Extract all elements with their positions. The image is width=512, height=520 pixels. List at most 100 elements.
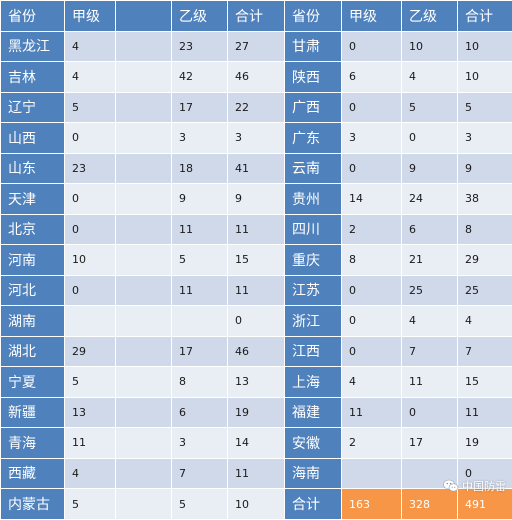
header-province-right: 省份 — [284, 0, 342, 32]
header-class-a-left: 甲级 — [64, 0, 116, 32]
value-cell: 2 — [341, 213, 402, 246]
value-cell: 5 — [171, 244, 228, 276]
value-cell: 38 — [457, 183, 512, 215]
table-row: 青海 11 3 14 安徽 2 17 19 — [0, 427, 512, 459]
value-cell: 0 — [341, 30, 402, 63]
header-class-a-right: 甲级 — [341, 0, 402, 32]
value-cell: 4 — [401, 305, 458, 337]
value-cell — [401, 457, 458, 490]
province-cell: 内蒙古 — [0, 488, 65, 520]
table-row: 内蒙古 5 5 10 合计 163 328 491 — [0, 488, 512, 520]
value-cell: 8 — [457, 213, 512, 246]
province-cell: 辽宁 — [0, 91, 65, 124]
province-cell: 北京 — [0, 213, 65, 246]
province-cell: 福建 — [284, 396, 342, 429]
value-cell: 29 — [64, 335, 116, 368]
wechat-icon — [443, 479, 459, 492]
value-cell: 3 — [341, 122, 402, 154]
value-cell: 2 — [341, 427, 402, 459]
province-cell: 合计 — [284, 488, 342, 520]
value-cell: 7 — [457, 335, 512, 368]
value-cell: 27 — [227, 30, 285, 63]
table-row: 湖南 0 浙江 0 4 4 — [0, 305, 512, 337]
province-cell: 天津 — [0, 183, 65, 215]
blank-cell — [115, 427, 172, 459]
value-cell — [64, 305, 116, 337]
value-cell: 42 — [171, 61, 228, 93]
value-cell: 46 — [227, 61, 285, 93]
value-cell: 9 — [171, 183, 228, 215]
value-cell: 4 — [401, 61, 458, 93]
table-row: 山东 23 18 41 云南 0 9 9 — [0, 152, 512, 185]
value-cell: 11 — [401, 366, 458, 398]
province-cell: 山西 — [0, 122, 65, 154]
value-cell: 9 — [457, 152, 512, 185]
blank-cell — [115, 91, 172, 124]
province-cell: 广东 — [284, 122, 342, 154]
province-cell: 甘肃 — [284, 30, 342, 63]
watermark: 中国防雷 — [443, 478, 506, 494]
value-cell: 17 — [401, 427, 458, 459]
value-cell: 11 — [227, 457, 285, 490]
table-row: 湖北 29 17 46 江西 0 7 7 — [0, 335, 512, 368]
province-cell: 河南 — [0, 244, 65, 276]
value-cell: 6 — [401, 213, 458, 246]
value-cell: 23 — [64, 152, 116, 185]
value-cell: 0 — [341, 152, 402, 185]
value-cell: 15 — [227, 244, 285, 276]
value-cell: 11 — [341, 396, 402, 429]
value-cell: 0 — [401, 122, 458, 154]
value-cell: 11 — [457, 396, 512, 429]
table-row: 河北 0 11 11 江苏 0 25 25 — [0, 274, 512, 307]
blank-cell — [115, 61, 172, 93]
value-cell: 3 — [171, 122, 228, 154]
province-cell: 黑龙江 — [0, 30, 65, 63]
value-cell: 5 — [401, 91, 458, 124]
value-cell: 4 — [64, 30, 116, 63]
value-cell: 7 — [171, 457, 228, 490]
value-cell: 0 — [401, 396, 458, 429]
province-cell: 陕西 — [284, 61, 342, 93]
value-cell: 10 — [64, 244, 116, 276]
value-cell: 17 — [171, 335, 228, 368]
grand-total-cell: 328 — [401, 488, 458, 520]
value-cell: 10 — [457, 30, 512, 63]
province-cell: 吉林 — [0, 61, 65, 93]
province-cell: 新疆 — [0, 396, 65, 429]
blank-cell — [115, 335, 172, 368]
province-cell: 西藏 — [0, 457, 65, 490]
value-cell: 13 — [64, 396, 116, 429]
province-cell: 广西 — [284, 91, 342, 124]
province-cell: 四川 — [284, 213, 342, 246]
value-cell: 8 — [171, 366, 228, 398]
value-cell: 5 — [64, 91, 116, 124]
value-cell: 0 — [64, 183, 116, 215]
header-province-left: 省份 — [0, 0, 65, 32]
value-cell: 4 — [341, 366, 402, 398]
value-cell: 5 — [64, 488, 116, 520]
province-cell: 湖南 — [0, 305, 65, 337]
header-total-right: 合计 — [457, 0, 512, 32]
value-cell: 9 — [401, 152, 458, 185]
value-cell: 23 — [171, 30, 228, 63]
province-cell: 江苏 — [284, 274, 342, 307]
blank-cell — [115, 366, 172, 398]
value-cell: 25 — [401, 274, 458, 307]
province-cell: 海南 — [284, 457, 342, 490]
value-cell: 14 — [341, 183, 402, 215]
province-cell: 青海 — [0, 427, 65, 459]
province-cell: 安徽 — [284, 427, 342, 459]
table-row: 山西 0 3 3 广东 3 0 3 — [0, 122, 512, 154]
table-row: 吉林 4 42 46 陕西 6 4 10 — [0, 61, 512, 93]
value-cell: 5 — [64, 366, 116, 398]
value-cell: 10 — [457, 61, 512, 93]
value-cell: 3 — [457, 122, 512, 154]
table-row: 北京 0 11 11 四川 2 6 8 — [0, 213, 512, 246]
value-cell: 4 — [64, 61, 116, 93]
province-cell: 河北 — [0, 274, 65, 307]
blank-cell — [115, 122, 172, 154]
province-cell: 贵州 — [284, 183, 342, 215]
value-cell: 0 — [64, 274, 116, 307]
value-cell: 4 — [457, 305, 512, 337]
